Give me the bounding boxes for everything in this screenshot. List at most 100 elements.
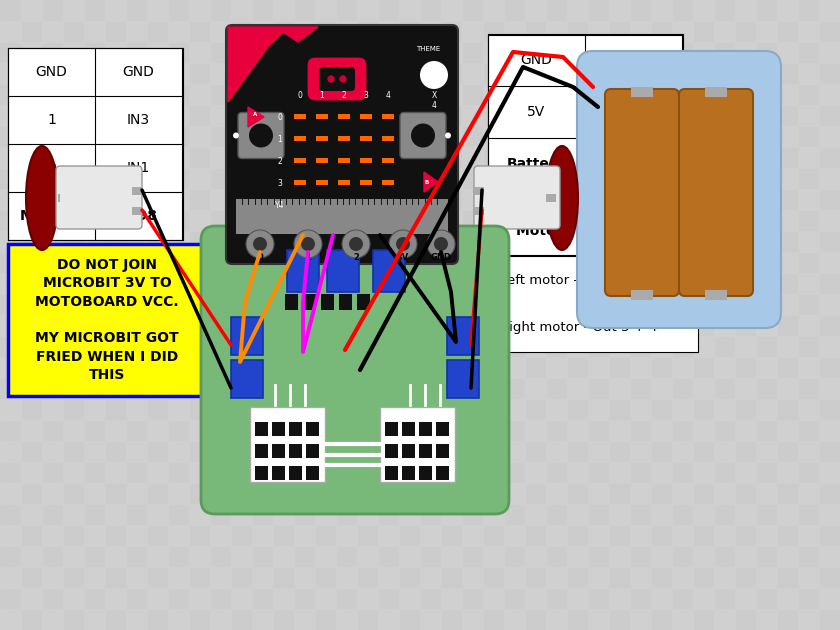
Bar (567, 168, 588, 189)
Bar (756, 273, 777, 294)
Bar (357, 546, 378, 567)
Bar (714, 399, 735, 420)
Bar (378, 525, 399, 546)
Bar (609, 42, 630, 63)
Bar (147, 546, 168, 567)
Bar (525, 84, 546, 105)
Bar (651, 504, 672, 525)
Bar (0, 105, 21, 126)
Bar (147, 126, 168, 147)
Bar (777, 462, 798, 483)
Bar (504, 21, 525, 42)
Circle shape (253, 237, 267, 251)
Bar (126, 105, 147, 126)
Bar (126, 441, 147, 462)
Text: Motor / motorboard: Motor / motorboard (516, 224, 670, 238)
Bar (714, 105, 735, 126)
Bar (0, 441, 21, 462)
Bar (21, 336, 42, 357)
Bar (147, 42, 168, 63)
Bar (567, 210, 588, 231)
Bar (819, 252, 840, 273)
Bar (651, 126, 672, 147)
Bar (419, 422, 432, 436)
Bar (777, 420, 798, 441)
Bar (42, 567, 63, 588)
Bar (231, 546, 252, 567)
Bar (504, 63, 525, 84)
Bar (231, 336, 252, 357)
Bar (651, 252, 672, 273)
Bar (105, 546, 126, 567)
Bar (546, 399, 567, 420)
Bar (336, 63, 357, 84)
Bar (567, 126, 588, 147)
Bar (357, 504, 378, 525)
Bar (360, 202, 372, 207)
Bar (336, 147, 357, 168)
Bar (588, 189, 609, 210)
Bar (84, 21, 105, 42)
Bar (420, 399, 441, 420)
Bar (210, 567, 231, 588)
Bar (126, 147, 147, 168)
Bar (756, 441, 777, 462)
Bar (21, 546, 42, 567)
Bar (189, 252, 210, 273)
Bar (630, 567, 651, 588)
Bar (588, 231, 609, 252)
Bar (756, 483, 777, 504)
Bar (357, 0, 378, 21)
Bar (504, 231, 525, 252)
Bar (798, 63, 819, 84)
Bar (294, 21, 315, 42)
FancyBboxPatch shape (605, 89, 679, 296)
Bar (419, 444, 432, 458)
Bar (315, 420, 336, 441)
Bar (21, 126, 42, 147)
Bar (441, 336, 462, 357)
Bar (357, 294, 378, 315)
Bar (132, 187, 142, 195)
Circle shape (246, 230, 274, 258)
Bar (294, 399, 315, 420)
Bar (483, 0, 504, 21)
Bar (651, 168, 672, 189)
Bar (462, 441, 483, 462)
Bar (399, 126, 420, 147)
Bar (714, 231, 735, 252)
Bar (483, 210, 504, 231)
Bar (294, 609, 315, 630)
Bar (672, 567, 693, 588)
Bar (84, 315, 105, 336)
Bar (42, 63, 63, 84)
Bar (504, 609, 525, 630)
Bar (315, 504, 336, 525)
Bar (399, 0, 420, 21)
Bar (294, 315, 315, 336)
Bar (420, 231, 441, 252)
Bar (588, 105, 609, 126)
Bar (105, 588, 126, 609)
Bar (546, 525, 567, 546)
Bar (189, 504, 210, 525)
Bar (756, 147, 777, 168)
Text: 3V: 3V (396, 253, 409, 261)
Bar (336, 189, 357, 210)
Bar (105, 84, 126, 105)
Bar (567, 546, 588, 567)
Bar (210, 483, 231, 504)
Bar (42, 147, 63, 168)
Bar (735, 588, 756, 609)
Circle shape (249, 123, 273, 147)
Bar (420, 315, 441, 336)
Bar (504, 357, 525, 378)
Bar (252, 63, 273, 84)
Bar (504, 273, 525, 294)
Bar (126, 63, 147, 84)
Bar (42, 273, 63, 294)
Bar (714, 567, 735, 588)
Bar (714, 357, 735, 378)
Bar (21, 504, 42, 525)
Bar (504, 441, 525, 462)
